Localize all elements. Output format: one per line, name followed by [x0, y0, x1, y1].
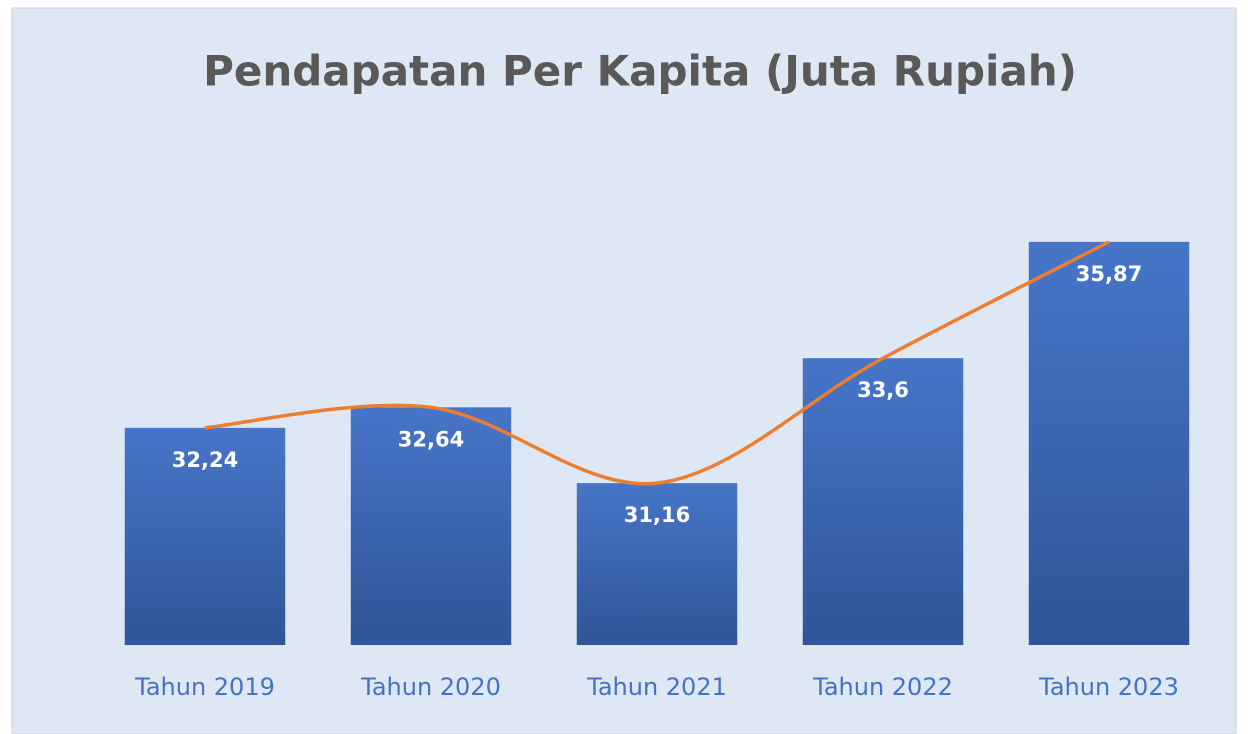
- data-label: 32,64: [398, 427, 464, 451]
- x-tick-label: Tahun 2023: [1038, 673, 1179, 701]
- bar: [576, 483, 738, 645]
- bar: [350, 407, 512, 645]
- x-tick-label: Tahun 2021: [586, 673, 727, 701]
- data-label: 35,87: [1076, 262, 1142, 286]
- bar: [802, 358, 964, 645]
- x-tick-label: Tahun 2022: [812, 673, 953, 701]
- trend-line: [204, 240, 1110, 486]
- bar: [124, 427, 286, 645]
- x-tick-label: Tahun 2020: [360, 673, 501, 701]
- bar: [1028, 241, 1190, 645]
- data-label: 33,6: [857, 378, 909, 402]
- data-label: 31,16: [624, 503, 690, 527]
- data-label: 32,24: [172, 448, 238, 472]
- x-tick-label: Tahun 2019: [134, 673, 275, 701]
- chart-title: Pendapatan Per Kapita (Juta Rupiah): [203, 47, 1077, 96]
